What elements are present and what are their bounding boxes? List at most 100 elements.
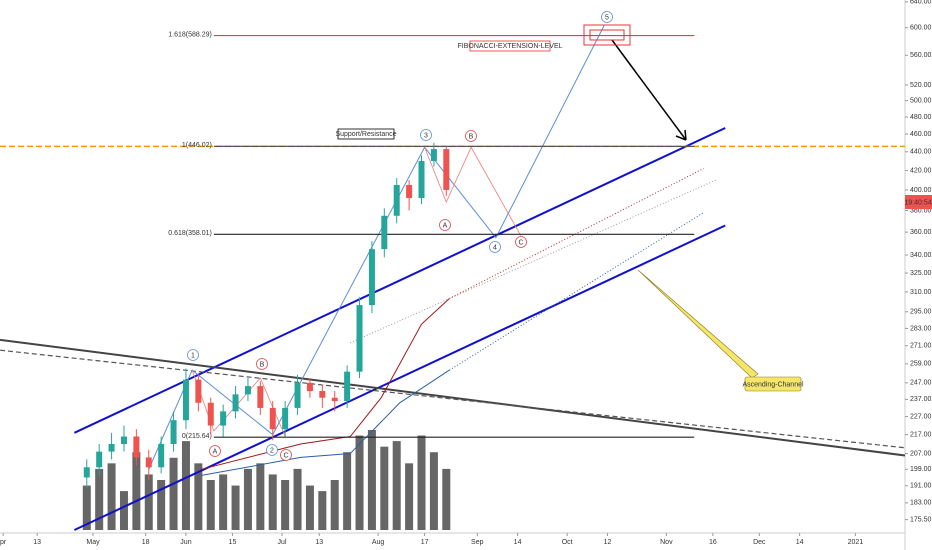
x-tick-label: 12 — [604, 539, 612, 546]
wave-label: B — [260, 361, 265, 368]
volume-bar — [429, 452, 438, 530]
drawing-line — [201, 298, 450, 470]
candle-body — [344, 371, 351, 402]
x-tick-label: 2021 — [848, 539, 864, 546]
timer: 19:40:54 — [904, 199, 931, 206]
volume-bar — [219, 474, 228, 530]
y-tick-label: 340.00 — [910, 252, 932, 259]
volume-bar — [318, 491, 327, 530]
wave-circle — [256, 358, 268, 370]
volume-bar — [355, 435, 364, 530]
volume-bar — [157, 480, 166, 530]
y-tick-label: 217.00 — [910, 432, 932, 439]
y-tick-label: 520.00 — [910, 82, 932, 89]
wave-circle — [465, 130, 477, 142]
x-tick-label: 13 — [315, 539, 323, 546]
y-tick-label: 560.00 — [910, 52, 932, 59]
candle-body — [120, 436, 127, 444]
candle-body — [96, 451, 103, 468]
candle-body — [443, 149, 450, 190]
wave-circle — [439, 219, 451, 231]
y-tick-label: 183.00 — [910, 500, 932, 507]
volume-bar — [144, 474, 153, 530]
y-tick-label: 310.00 — [910, 289, 932, 296]
y-tick-label: 325.00 — [910, 270, 932, 277]
volume-bar — [256, 463, 265, 530]
wave-circle — [489, 241, 501, 253]
y-tick-label: 380.00 — [910, 207, 932, 214]
candle-body — [393, 184, 400, 216]
y-tick-label: 207.00 — [910, 450, 932, 457]
volume-bar — [392, 441, 401, 530]
wave-label: 5 — [605, 14, 609, 21]
wave-label: 4 — [493, 244, 497, 251]
wave-label: 1 — [191, 352, 195, 359]
x-tick-label: Dec — [753, 539, 766, 546]
volume-bar — [305, 485, 314, 530]
y-tick-label: 500.00 — [910, 97, 932, 104]
y-tick-label: 259.00 — [910, 361, 932, 368]
candle-body — [306, 382, 313, 392]
x-tick-label: Nov — [660, 539, 673, 546]
wave-label: 2 — [270, 447, 274, 454]
y-tick-label: 440.00 — [910, 149, 932, 156]
y-tick-label: 400.00 — [910, 187, 932, 194]
y-tick-label: 271.00 — [910, 343, 932, 350]
candle-body — [244, 386, 251, 395]
volume-bar — [181, 441, 190, 530]
drawing-line — [73, 224, 726, 531]
candle-body — [207, 402, 214, 426]
volume-bar — [380, 446, 389, 530]
wave-circle — [515, 236, 527, 248]
y-tick-label: 360.00 — [910, 229, 932, 236]
wave-circle — [209, 445, 221, 457]
candle-body — [430, 149, 437, 162]
y-tick-label: 600.00 — [910, 25, 932, 32]
y-tick-label: 199.00 — [910, 466, 932, 473]
wave-label: B — [469, 133, 474, 140]
volume-bar — [268, 474, 277, 530]
drawing-line — [449, 168, 704, 299]
sr-annotation: Support/Resistance — [335, 131, 396, 138]
volume-bar — [231, 485, 240, 530]
x-tick-label: 13 — [33, 539, 41, 546]
fib-label: 0.618(358.01) — [168, 230, 212, 237]
fib-annotation: FIBONACCI-EXTENSION-LEVEL — [457, 43, 562, 50]
drawing-line — [0, 338, 906, 457]
fib-label: 1.618(588.29) — [168, 31, 212, 38]
drawing-line — [350, 179, 717, 344]
channel-callout — [637, 269, 759, 379]
volume-bar — [206, 480, 215, 530]
candle-body — [381, 215, 388, 250]
wave-circle — [601, 11, 613, 23]
candle-body — [133, 436, 140, 458]
fib-annotation-box — [469, 40, 551, 52]
y-tick-label: 175.50 — [910, 516, 932, 523]
y-tick-label: 227.00 — [910, 413, 932, 420]
volume-bar — [132, 452, 141, 530]
timer-box — [905, 195, 932, 209]
target-box — [583, 24, 631, 46]
volume-bar — [82, 485, 91, 530]
candle-body — [170, 420, 177, 444]
drawing-line — [73, 127, 726, 434]
volume-bar — [281, 480, 290, 530]
fib-label: 1(446.02) — [182, 142, 212, 149]
candle-body — [319, 391, 326, 398]
drawing-line — [201, 369, 450, 476]
wave-label: C — [283, 452, 288, 459]
x-tick-label: May — [86, 539, 100, 546]
candle-body — [368, 249, 375, 306]
x-tick-label: 14 — [796, 539, 804, 546]
candle-body — [232, 394, 239, 412]
candle-body — [331, 397, 338, 402]
candle-body — [257, 386, 264, 408]
volume-bar — [330, 480, 339, 530]
wave-circle — [187, 349, 199, 361]
volume-bar — [417, 435, 426, 530]
x-tick-label: 17 — [421, 539, 429, 546]
wave-circle — [280, 449, 292, 461]
y-tick-label: 480.00 — [910, 114, 932, 121]
